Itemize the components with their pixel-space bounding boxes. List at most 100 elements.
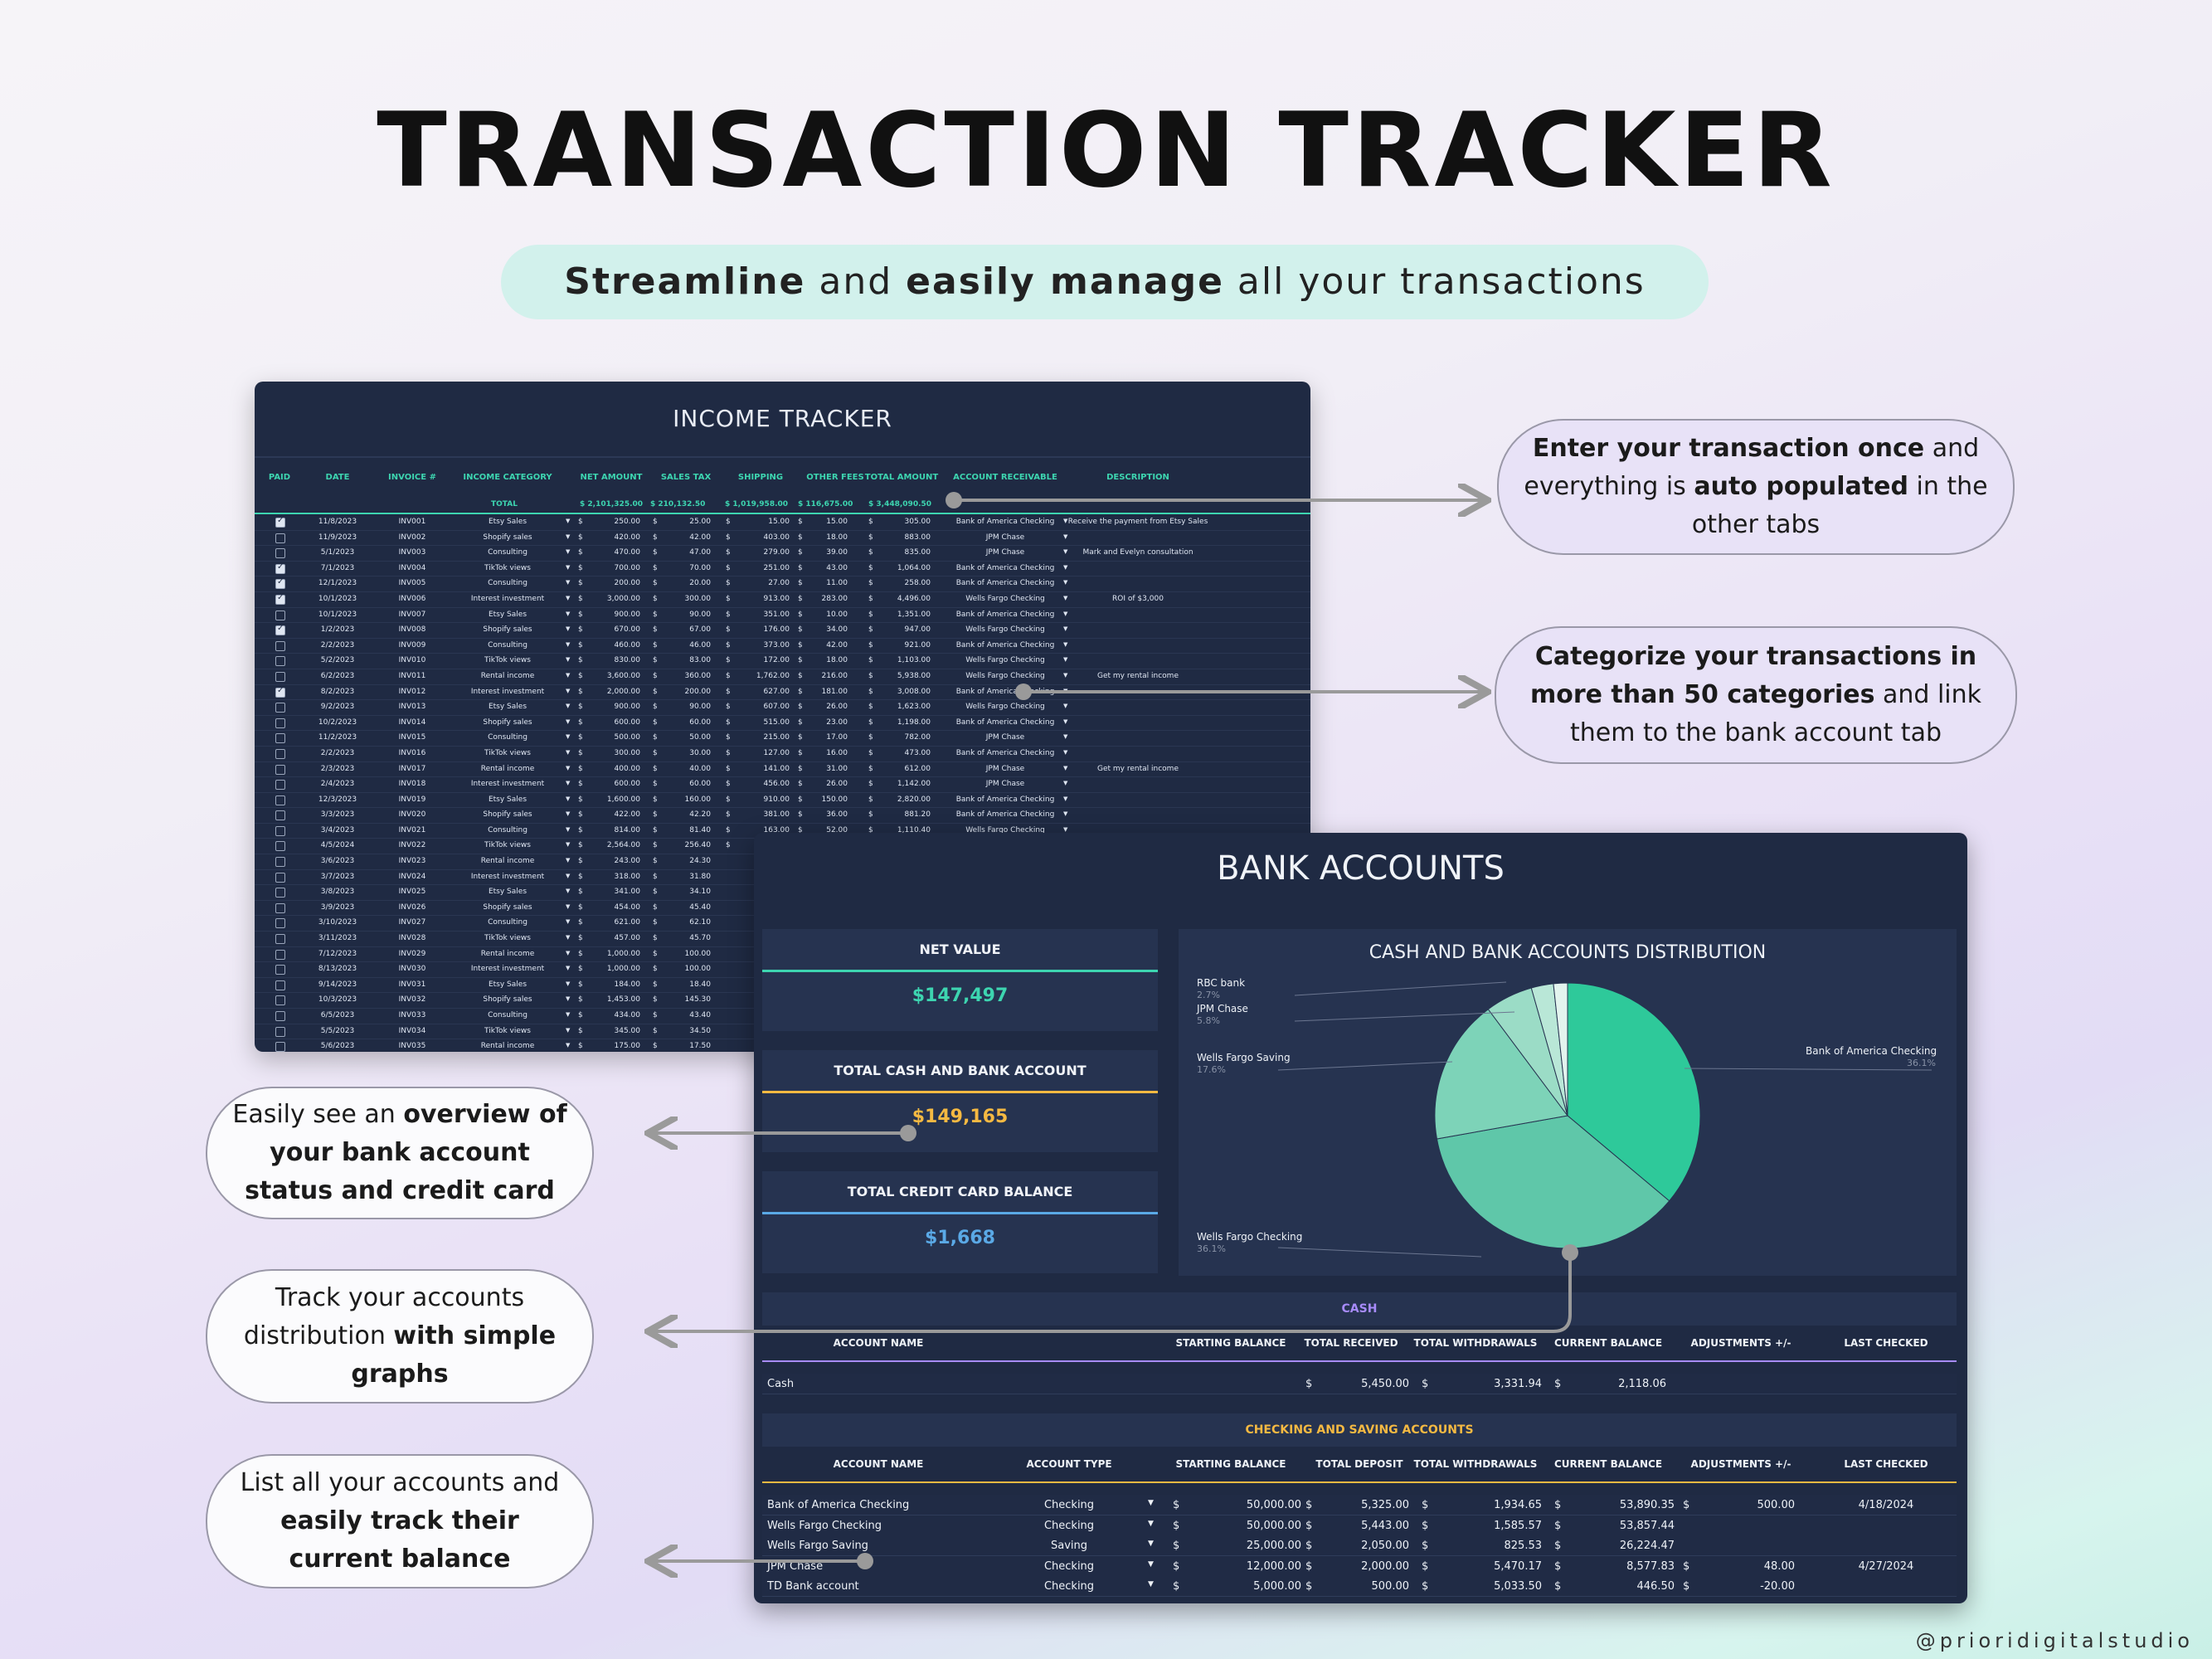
cell-category[interactable]: Rental income	[480, 1042, 535, 1051]
dropdown-arrow-icon[interactable]: ▼	[1063, 795, 1068, 802]
dropdown-arrow-icon[interactable]: ▼	[566, 902, 571, 910]
dropdown-arrow-icon[interactable]: ▼	[566, 1026, 571, 1034]
dropdown-arrow-icon[interactable]: ▼	[1148, 1499, 1154, 1507]
dropdown-arrow-icon[interactable]: ▼	[1148, 1559, 1154, 1569]
dropdown-arrow-icon[interactable]: ▼	[566, 780, 571, 787]
dropdown-arrow-icon[interactable]: ▼	[1063, 780, 1068, 787]
cell-category[interactable]: Shopify sales	[483, 533, 532, 542]
dropdown-arrow-icon[interactable]: ▼	[1063, 810, 1068, 818]
cell-account[interactable]: Bank of America Checking	[955, 810, 1055, 820]
paid-checkbox[interactable]	[275, 671, 285, 682]
paid-checkbox[interactable]	[275, 516, 285, 528]
paid-checkbox[interactable]	[275, 610, 285, 620]
dropdown-arrow-icon[interactable]: ▼	[566, 795, 571, 802]
cell-account[interactable]: Bank of America Checking	[955, 687, 1055, 696]
cell-category[interactable]: Consulting	[488, 548, 527, 557]
dropdown-arrow-icon[interactable]: ▼	[566, 872, 571, 879]
dropdown-arrow-icon[interactable]: ▼	[566, 656, 571, 664]
cell-category[interactable]: Shopify sales	[483, 902, 532, 912]
dropdown-arrow-icon[interactable]: ▼	[1063, 718, 1068, 725]
cell-account[interactable]: Bank of America Checking	[955, 610, 1055, 619]
dropdown-arrow-icon[interactable]: ▼	[1063, 671, 1068, 679]
cell-account[interactable]: Wells Fargo Checking	[965, 656, 1045, 665]
dropdown-arrow-icon[interactable]: ▼	[1063, 518, 1068, 524]
cell-category[interactable]: Consulting	[488, 918, 527, 927]
cell-category[interactable]: Shopify sales	[483, 625, 532, 635]
dropdown-arrow-icon[interactable]: ▼	[566, 548, 571, 556]
cell-category[interactable]: Shopify sales	[483, 995, 532, 1005]
paid-checkbox[interactable]	[275, 949, 285, 960]
cell-account[interactable]: Wells Fargo Checking	[965, 594, 1045, 603]
paid-checkbox[interactable]	[275, 577, 285, 590]
dropdown-arrow-icon[interactable]: ▼	[566, 625, 571, 633]
cell-category[interactable]: TikTok views	[484, 934, 531, 943]
dropdown-arrow-icon[interactable]: ▼	[566, 825, 571, 833]
cell-category[interactable]: Rental income	[480, 949, 535, 958]
cell-category[interactable]: Etsy Sales	[488, 518, 527, 526]
dropdown-arrow-icon[interactable]: ▼	[566, 671, 571, 679]
cell-account[interactable]: Bank of America Checking	[955, 579, 1055, 588]
dropdown-arrow-icon[interactable]: ▼	[566, 949, 571, 956]
cell-category[interactable]: TikTok views	[484, 656, 531, 665]
cell-category[interactable]: Etsy Sales	[488, 795, 527, 804]
account-type[interactable]: Checking	[1043, 1580, 1095, 1593]
dropdown-arrow-icon[interactable]: ▼	[566, 980, 571, 987]
dropdown-arrow-icon[interactable]: ▼	[566, 764, 571, 771]
paid-checkbox[interactable]	[275, 841, 285, 852]
cell-category[interactable]: Rental income	[480, 857, 535, 866]
dropdown-arrow-icon[interactable]: ▼	[1063, 764, 1068, 771]
paid-checkbox[interactable]	[275, 795, 285, 805]
cell-category[interactable]: Consulting	[488, 733, 527, 742]
dropdown-arrow-icon[interactable]: ▼	[1063, 748, 1068, 756]
cell-category[interactable]: TikTok views	[484, 1026, 531, 1035]
paid-checkbox[interactable]	[275, 825, 285, 836]
cell-account[interactable]: Wells Fargo Checking	[965, 825, 1045, 834]
cell-category[interactable]: Interest investment	[470, 872, 545, 881]
cell-account[interactable]: Bank of America Checking	[955, 795, 1055, 804]
paid-checkbox[interactable]	[275, 902, 285, 913]
cell-category[interactable]: Consulting	[488, 1011, 527, 1019]
cell-category[interactable]: TikTok views	[484, 748, 531, 757]
paid-checkbox[interactable]	[275, 780, 285, 791]
dropdown-arrow-icon[interactable]: ▼	[566, 995, 571, 1003]
cell-category[interactable]: Consulting	[488, 579, 527, 588]
dropdown-arrow-icon[interactable]: ▼	[566, 841, 571, 849]
dropdown-arrow-icon[interactable]: ▼	[566, 718, 571, 725]
dropdown-arrow-icon[interactable]: ▼	[566, 1011, 571, 1018]
paid-checkbox[interactable]	[275, 686, 285, 698]
dropdown-arrow-icon[interactable]: ▼	[566, 579, 571, 586]
cell-category[interactable]: Consulting	[488, 640, 527, 649]
dropdown-arrow-icon[interactable]: ▼	[1148, 1540, 1154, 1548]
cell-account[interactable]: JPM Chase	[985, 533, 1025, 542]
cell-account[interactable]: JPM Chase	[985, 733, 1025, 742]
paid-checkbox[interactable]	[275, 1026, 285, 1037]
cell-category[interactable]: Shopify sales	[483, 810, 532, 820]
dropdown-arrow-icon[interactable]: ▼	[566, 594, 571, 601]
account-type[interactable]: Checking	[1043, 1519, 1095, 1532]
cell-category[interactable]: Etsy Sales	[488, 703, 527, 712]
paid-checkbox[interactable]	[275, 995, 285, 1006]
dropdown-arrow-icon[interactable]: ▼	[1148, 1580, 1154, 1588]
dropdown-arrow-icon[interactable]: ▼	[1063, 610, 1068, 617]
cell-account[interactable]: Bank of America Checking	[955, 563, 1055, 572]
dropdown-arrow-icon[interactable]: ▼	[1063, 640, 1068, 648]
account-type[interactable]: Saving	[1050, 1540, 1087, 1552]
dropdown-arrow-icon[interactable]: ▼	[566, 857, 571, 864]
dropdown-arrow-icon[interactable]: ▼	[566, 918, 571, 926]
dropdown-arrow-icon[interactable]: ▼	[1063, 825, 1068, 833]
dropdown-arrow-icon[interactable]: ▼	[1063, 533, 1068, 540]
cell-account[interactable]: Bank of America Checking	[955, 718, 1055, 727]
dropdown-arrow-icon[interactable]: ▼	[566, 810, 571, 818]
dropdown-arrow-icon[interactable]: ▼	[566, 733, 571, 741]
dropdown-arrow-icon[interactable]: ▼	[566, 748, 571, 756]
cell-account[interactable]: Bank of America Checking	[955, 518, 1055, 526]
cell-category[interactable]: Interest investment	[470, 965, 545, 974]
cell-category[interactable]: TikTok views	[484, 841, 531, 850]
cell-category[interactable]: Interest investment	[470, 687, 545, 696]
cell-category[interactable]: Rental income	[480, 764, 535, 773]
paid-checkbox[interactable]	[275, 562, 285, 574]
paid-checkbox[interactable]	[275, 888, 285, 898]
paid-checkbox[interactable]	[275, 718, 285, 728]
paid-checkbox[interactable]	[275, 918, 285, 929]
paid-checkbox[interactable]	[275, 965, 285, 975]
